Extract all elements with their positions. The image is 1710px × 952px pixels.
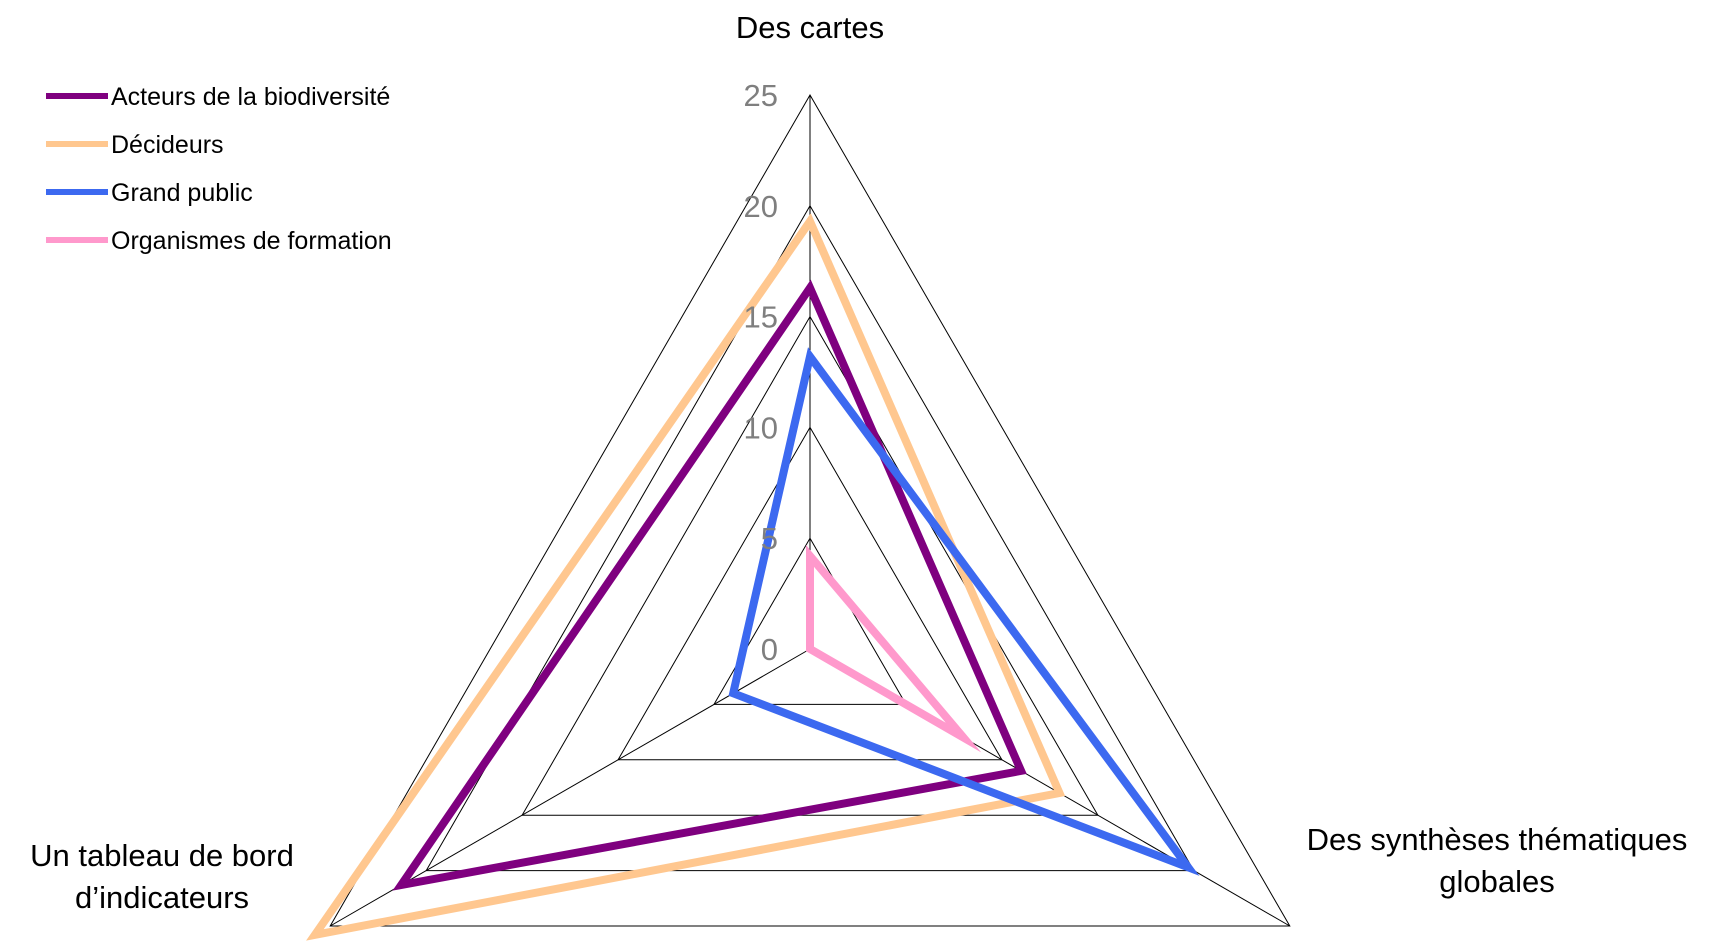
axis-label-1-line-0: Des synthèses thématiques: [1307, 822, 1688, 857]
grid-ring-2: [617, 426, 1003, 761]
legend-label-1: Décideurs: [111, 131, 224, 159]
axis-label-1: Des synthèses thématiques globales: [1307, 822, 1688, 899]
grid-ring-1: [713, 537, 907, 705]
legend-label-3: Organismes de formation: [111, 227, 392, 255]
legend-label-0: Acteurs de la biodiversité: [111, 83, 390, 111]
tick-label-5: 25: [744, 78, 778, 113]
axis-label-2-line-1: d’indicateurs: [75, 880, 249, 915]
series-line-1: [306, 213, 1066, 941]
tick-label-4: 20: [744, 189, 778, 224]
axis-label-0: Des cartes: [736, 10, 884, 45]
tick-label-2: 10: [744, 410, 778, 445]
tick-label-1: 5: [761, 521, 778, 556]
tick-label-0: 0: [761, 632, 778, 667]
legend: Acteurs de la biodiversité Décideurs Grand…: [46, 83, 392, 255]
axis-label-0-line-0: Des cartes: [736, 10, 884, 45]
axis-labels: Des cartes Des synthèses thématiques globa…: [30, 10, 1687, 915]
series-line-2: [728, 347, 1200, 876]
radial-tick-labels: 0 5 10 15 20 25: [744, 78, 778, 667]
axis-label-1-line-1: globales: [1439, 864, 1554, 899]
series-line-3: [806, 544, 982, 753]
radar-series: [306, 213, 1200, 941]
legend-label-2: Grand public: [111, 179, 253, 207]
tick-label-3: 15: [744, 300, 778, 335]
series-line-0: [392, 279, 1027, 891]
axis-label-2-line-0: Un tableau de bord: [30, 838, 294, 873]
axis-label-2: Un tableau de bord d’indicateurs: [30, 838, 294, 915]
grid-ring-3: [521, 315, 1099, 816]
grid-ring-4: [425, 204, 1195, 872]
grid-ring-5: [329, 94, 1291, 927]
